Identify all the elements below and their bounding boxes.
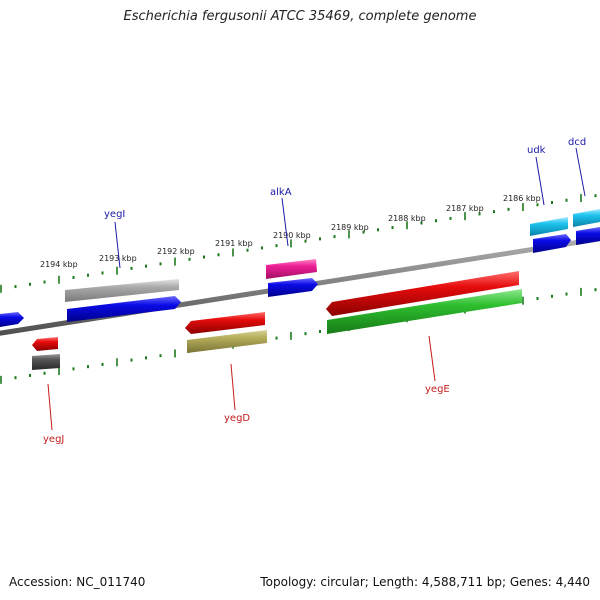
- gene-feature-dcd-cyan[interactable]: [573, 209, 600, 227]
- footer-summary: Topology: circular; Length: 4,588,711 bp…: [260, 575, 590, 589]
- leader-alkA: [281, 197, 289, 247]
- outer-scale-ring: [0, 193, 597, 293]
- gene-label-dcd[interactable]: dcd: [568, 137, 586, 148]
- gene-feature-yegI[interactable]: [67, 296, 181, 322]
- gene-label-udk[interactable]: udk: [527, 145, 546, 156]
- tick-label-2193: 2193 kbp: [99, 254, 137, 263]
- label-leaders: [47, 147, 586, 431]
- leader-yegI: [114, 221, 121, 269]
- gene-feature-yegJ[interactable]: [32, 337, 58, 351]
- tick-label-2191: 2191 kbp: [215, 239, 253, 248]
- gene-feature-grey[interactable]: [65, 279, 179, 302]
- tick-label-2188: 2188 kbp: [388, 214, 426, 223]
- forward-strand-features: [0, 209, 600, 327]
- gene-feature-darkgrey[interactable]: [32, 354, 60, 370]
- footer-accession: Accession: NC_011740: [9, 575, 146, 589]
- tick-label-2186: 2186 kbp: [503, 194, 541, 203]
- gene-label-yegD[interactable]: yegD: [224, 413, 250, 424]
- tick-label-2187: 2187 kbp: [446, 204, 484, 213]
- gene-feature-magenta[interactable]: [266, 259, 317, 279]
- tick-label-2190: 2190 kbp: [273, 231, 311, 240]
- map-title: Escherichia fergusonii ATCC 35469, compl…: [123, 9, 477, 24]
- gene-labels: yegI alkA udk dcd yegJ yegD yegE: [43, 137, 586, 445]
- leader-yegJ: [47, 383, 53, 431]
- gene-feature-dcd[interactable]: [576, 227, 600, 245]
- tick-label-2194: 2194 kbp: [40, 260, 78, 269]
- leader-dcd: [575, 147, 586, 197]
- scale-tick-labels: 2194 kbp 2193 kbp 2192 kbp 2191 kbp 2190…: [40, 194, 541, 269]
- tick-label-2189: 2189 kbp: [331, 223, 369, 232]
- gene-feature-green[interactable]: [327, 289, 522, 334]
- gene-feature-yegD[interactable]: [185, 312, 265, 334]
- gene-feature-udk-cyan[interactable]: [530, 217, 568, 236]
- gene-label-yegJ[interactable]: yegJ: [43, 434, 64, 445]
- gene-feature-yegE[interactable]: [326, 271, 519, 316]
- reverse-strand-features: [32, 271, 522, 370]
- gene-label-alkA[interactable]: alkA: [270, 187, 292, 198]
- gene-feature-left-blue[interactable]: [0, 312, 24, 327]
- gene-feature-alkA[interactable]: [268, 278, 318, 297]
- gene-feature-olive[interactable]: [187, 330, 267, 353]
- leader-yegD: [230, 363, 236, 411]
- leader-yegE: [428, 335, 436, 382]
- gene-label-yegE[interactable]: yegE: [425, 384, 450, 395]
- tick-label-2192: 2192 kbp: [157, 247, 195, 256]
- gene-feature-udk[interactable]: [533, 234, 571, 253]
- gene-label-yegI[interactable]: yegI: [104, 209, 125, 220]
- leader-udk: [535, 156, 545, 206]
